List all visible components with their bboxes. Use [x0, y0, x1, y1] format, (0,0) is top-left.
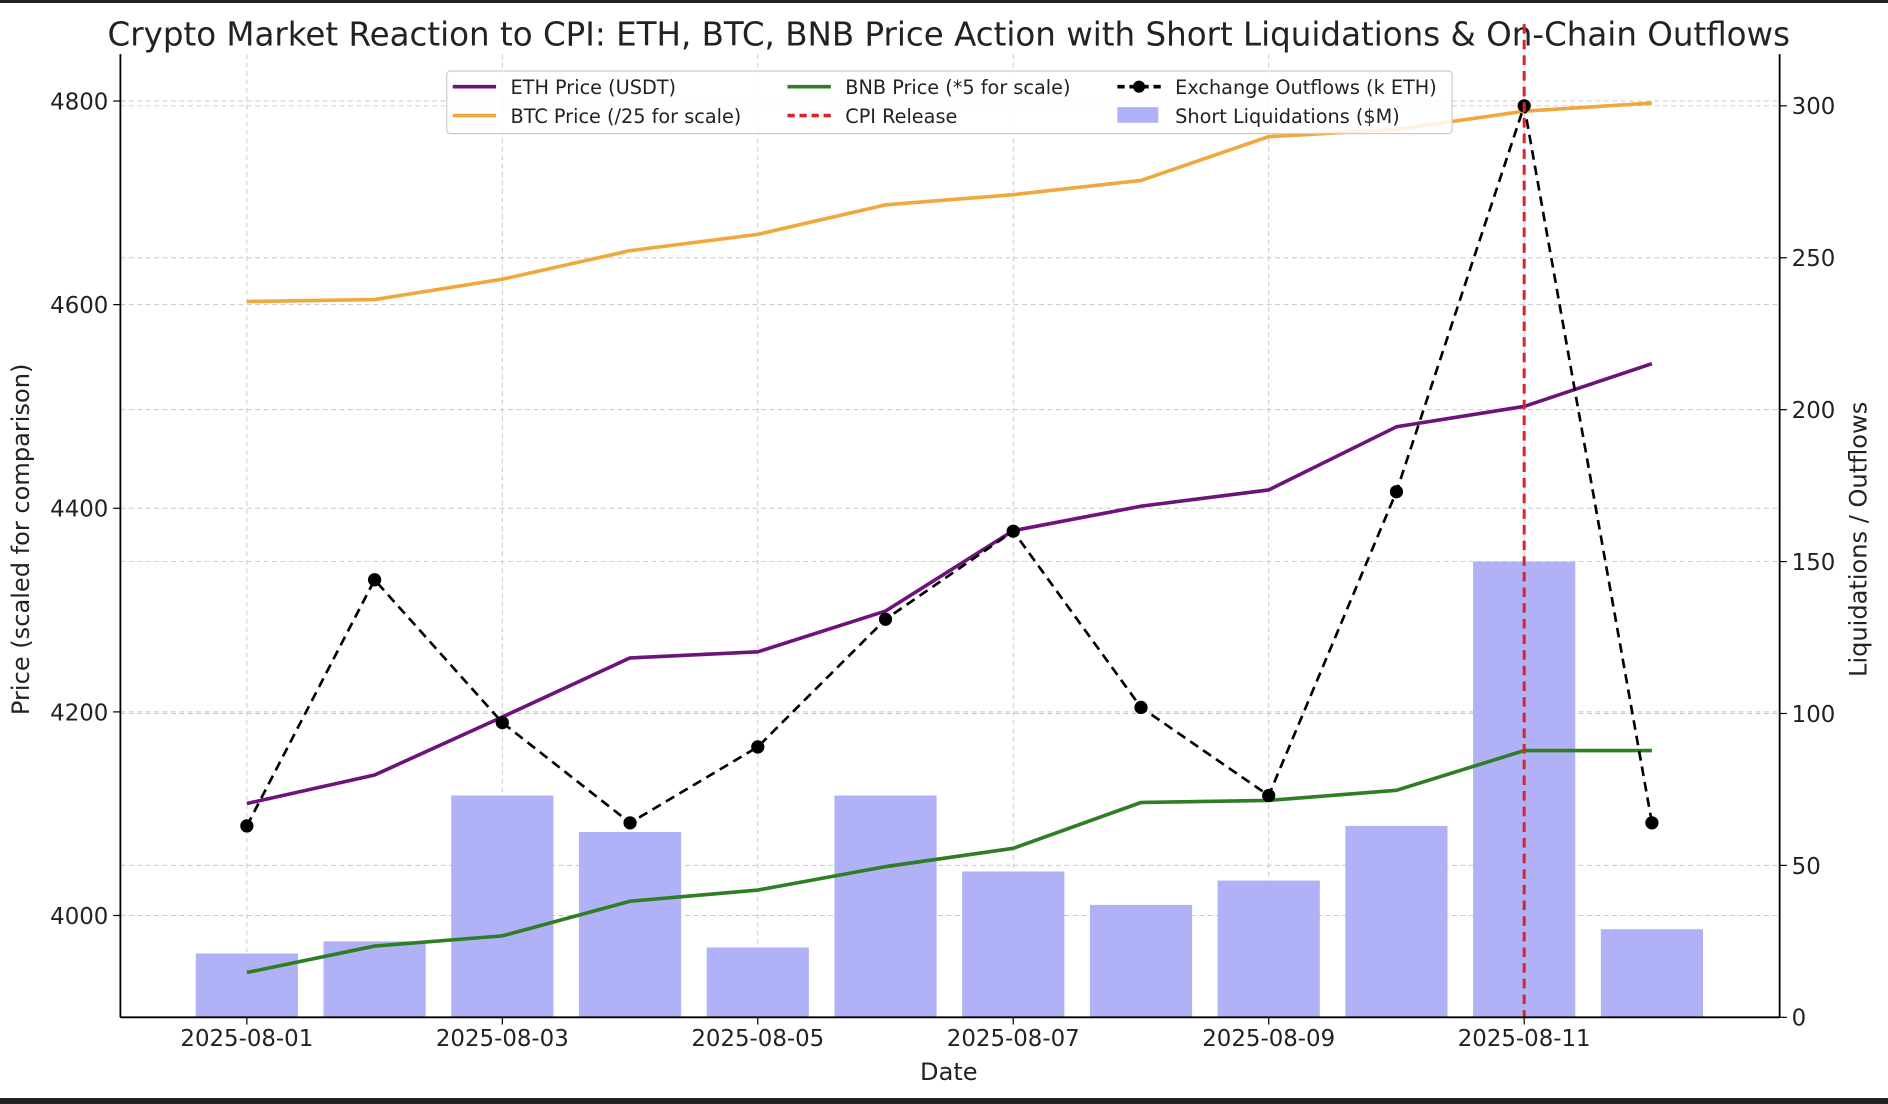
liquidation-bar — [1345, 825, 1448, 1018]
eth-line — [246, 361, 1653, 806]
outflow-point — [1006, 524, 1020, 538]
liquidation-bar — [1089, 904, 1193, 1018]
x-tick-label: 2025-08-11 — [1458, 1026, 1591, 1052]
bars — [195, 561, 1703, 1018]
y-right-tick-label: 250 — [1792, 246, 1836, 272]
y-right-tick-label: 300 — [1792, 94, 1836, 120]
y-right-tick-label: 0 — [1792, 1006, 1807, 1032]
y-tick-label: 4200 — [50, 700, 108, 726]
x-tick-label: 2025-08-07 — [947, 1026, 1080, 1052]
outflow-point — [240, 819, 254, 833]
screen-border-top — [0, 0, 1888, 3]
legend-marker — [1133, 80, 1146, 93]
lines — [240, 24, 1659, 1018]
screen-border-bottom — [0, 1098, 1888, 1104]
liquidation-bar — [706, 947, 809, 1018]
outflow-point — [1645, 816, 1659, 830]
outflow-point — [1262, 788, 1276, 803]
x-tick-label: 2025-08-09 — [1202, 1026, 1335, 1052]
liquidation-bar — [195, 953, 298, 1018]
legend: ETH Price (USDT) BTC Price (/25 for scale… — [446, 70, 1453, 135]
x-tick-label: 2025-08-05 — [691, 1026, 824, 1052]
exchange-line — [245, 104, 1654, 827]
x-tick-label: 2025-08-01 — [180, 1026, 313, 1052]
legend-label: Short Liquidations ($M) — [1175, 105, 1400, 128]
outflow-point — [1134, 700, 1148, 715]
axes: 2025-08-01 2025-08-03 2025-08-05 2025-08-07… — [50, 54, 1835, 1052]
legend-label: CPI Release — [845, 105, 957, 128]
liquidation-bar — [578, 831, 682, 1018]
legend-label: BNB Price (*5 for scale) — [845, 76, 1070, 99]
y-tick-label: 4600 — [50, 293, 108, 319]
legend-label: Exchange Outflows (k ETH) — [1175, 76, 1437, 99]
y-right-tick-label: 50 — [1792, 854, 1821, 880]
outflow-point — [495, 715, 509, 730]
outflow-point — [751, 740, 765, 754]
y-right-axis-label: Liquidations / Outflows — [1844, 402, 1872, 677]
legend-swatch — [1117, 107, 1159, 123]
liquidation-bar — [451, 795, 554, 1018]
liquidation-bar — [962, 871, 1065, 1018]
liquidation-bar — [1217, 880, 1320, 1018]
x-axis-label: Date — [920, 1058, 978, 1086]
outflow-point — [1389, 485, 1404, 499]
legend-box — [446, 70, 1453, 135]
y-tick-label: 4400 — [50, 497, 108, 523]
outflow-point — [878, 612, 893, 626]
legend-label: ETH Price (USDT) — [511, 76, 677, 99]
y-tick-label: 4800 — [50, 89, 108, 115]
outflow-point — [367, 573, 382, 587]
y-right-tick-label: 100 — [1792, 702, 1836, 728]
y-axis-label: Price (scaled for comparison) — [7, 364, 35, 715]
x-tick-label: 2025-08-03 — [436, 1026, 569, 1052]
liquidation-bar — [834, 795, 937, 1018]
liquidation-bar — [1600, 929, 1703, 1018]
y-right-tick-label: 150 — [1792, 550, 1836, 576]
y-right-tick-label: 200 — [1792, 398, 1836, 424]
legend-label: BTC Price (/25 for scale) — [511, 105, 742, 128]
y-tick-label: 4000 — [50, 904, 108, 930]
bnb-line — [246, 748, 1652, 975]
chart-title: Crypto Market Reaction to CPI: ETH, BTC,… — [108, 16, 1791, 54]
outflow-point — [623, 816, 637, 830]
